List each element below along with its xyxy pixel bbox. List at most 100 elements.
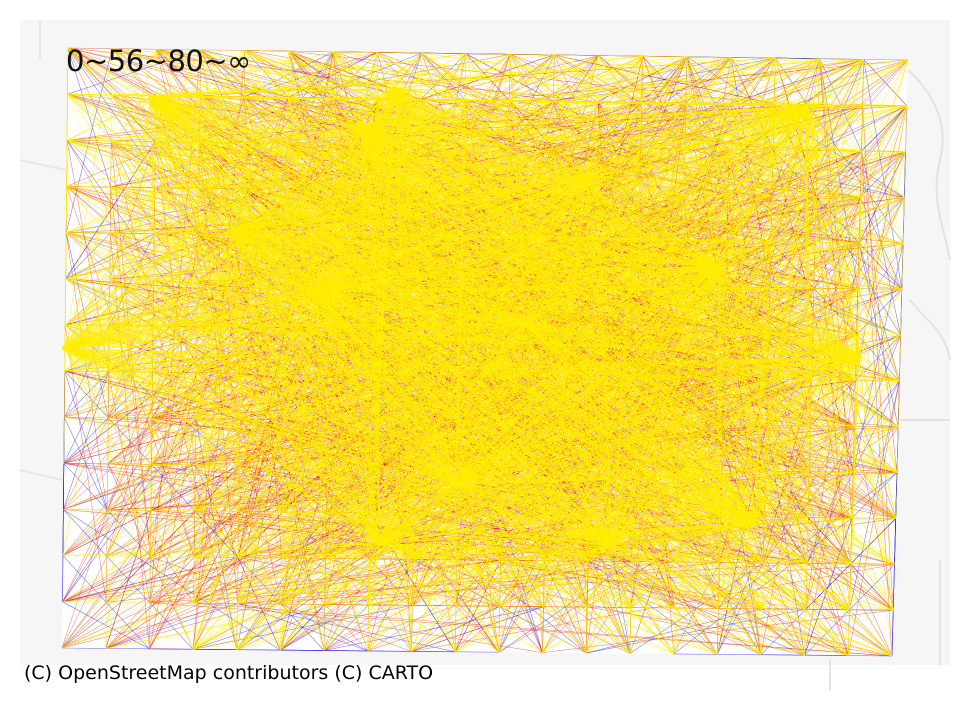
flow-line xyxy=(287,143,613,546)
flow-line xyxy=(193,290,317,604)
flow-line xyxy=(858,105,908,358)
flow-line xyxy=(233,54,511,231)
flow-line xyxy=(683,194,755,524)
flow-line xyxy=(151,51,334,98)
flow-line xyxy=(499,545,613,607)
flow-line xyxy=(775,57,807,107)
flow-line xyxy=(64,347,194,604)
flow-line xyxy=(862,105,894,611)
flow-line xyxy=(673,266,719,654)
flow-line xyxy=(805,106,815,289)
flow-line xyxy=(858,334,901,358)
flow-line xyxy=(282,511,613,547)
flow-line xyxy=(589,469,613,546)
flow-line xyxy=(369,512,380,544)
flow-line xyxy=(498,174,587,653)
flow-line xyxy=(151,96,632,608)
flow-line xyxy=(753,518,896,524)
flow-line xyxy=(379,543,805,656)
flow-line xyxy=(549,284,859,358)
flow-line xyxy=(595,106,807,194)
flow-line xyxy=(770,106,807,242)
flow-line xyxy=(379,287,770,544)
flow-line xyxy=(200,49,234,231)
flow-line xyxy=(378,99,466,544)
flow-line xyxy=(281,523,755,605)
flow-line xyxy=(367,543,380,651)
flow-line xyxy=(861,151,898,473)
flow-line xyxy=(333,51,362,125)
flow-line xyxy=(454,421,460,485)
flow-line xyxy=(460,106,807,330)
flow-line xyxy=(377,52,587,176)
flow-line xyxy=(237,543,380,604)
flow-line xyxy=(367,484,456,652)
flow-line xyxy=(454,196,861,485)
flow-line xyxy=(67,47,396,89)
flow-line xyxy=(753,523,762,655)
flow-line xyxy=(64,49,201,349)
flow-line xyxy=(379,543,543,653)
flow-line xyxy=(805,106,851,564)
flow-line xyxy=(67,123,361,141)
flow-line xyxy=(611,545,762,655)
road xyxy=(19,159,67,171)
flow-line xyxy=(394,88,904,244)
flow-line xyxy=(233,230,369,651)
flow-line xyxy=(199,106,807,143)
flow-line xyxy=(454,239,595,485)
flow-line xyxy=(805,106,905,198)
flow-line xyxy=(64,347,281,651)
flow-line xyxy=(454,484,588,608)
flow-line xyxy=(238,290,317,466)
flow-line xyxy=(586,174,905,198)
flow-line xyxy=(805,59,864,107)
flow-line xyxy=(154,229,234,234)
flow-line xyxy=(110,140,237,650)
flow-line xyxy=(288,50,719,267)
flow-line xyxy=(109,97,152,280)
flow-line xyxy=(149,97,152,603)
flow-line xyxy=(411,606,544,652)
flow-line xyxy=(62,106,807,556)
flow-line xyxy=(639,106,807,195)
flow-line xyxy=(195,290,317,419)
flow-line xyxy=(858,357,900,382)
flow-line xyxy=(762,357,859,564)
flow-line xyxy=(152,371,755,524)
flow-line xyxy=(549,106,807,286)
flow-line xyxy=(394,88,510,101)
flow-line xyxy=(316,290,545,561)
flow-line xyxy=(199,141,456,485)
flow-line xyxy=(378,543,500,653)
flow-line xyxy=(66,186,613,547)
flow-line xyxy=(151,96,764,564)
flow-line xyxy=(360,123,544,607)
flow-line xyxy=(64,48,113,349)
flow-line xyxy=(108,371,380,544)
flow-line xyxy=(611,545,849,656)
flow-line xyxy=(753,523,851,565)
flow-line xyxy=(199,141,587,176)
flow-line xyxy=(65,229,234,326)
flow-line xyxy=(284,106,807,374)
flow-line xyxy=(586,174,682,333)
flow-line xyxy=(280,543,380,605)
flow-line xyxy=(66,229,234,233)
flow-line xyxy=(727,195,755,524)
flow-line xyxy=(524,59,864,324)
flow-line xyxy=(611,471,810,547)
flow-line xyxy=(243,88,396,143)
flow-line xyxy=(369,512,613,547)
flow-line xyxy=(805,106,901,336)
flow-line xyxy=(151,49,201,98)
flow-line xyxy=(805,106,809,518)
flow-line xyxy=(328,357,859,375)
flow-line xyxy=(360,123,419,284)
flow-line xyxy=(233,55,599,231)
flow-line xyxy=(753,471,810,524)
flow-line xyxy=(316,290,457,606)
flow-line xyxy=(193,123,362,558)
flow-line xyxy=(685,102,719,267)
